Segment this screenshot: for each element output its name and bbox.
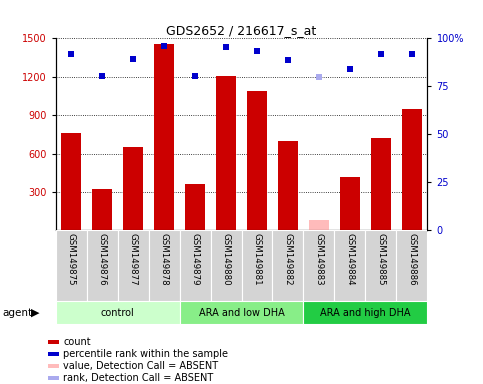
Text: ARA and high DHA: ARA and high DHA xyxy=(320,308,411,318)
Bar xyxy=(92,189,112,230)
Bar xyxy=(303,230,334,301)
Text: value, Detection Call = ABSENT: value, Detection Call = ABSENT xyxy=(63,361,218,371)
Bar xyxy=(309,220,329,230)
Bar xyxy=(278,141,298,230)
Text: GSM149879: GSM149879 xyxy=(190,233,199,285)
Text: count: count xyxy=(63,337,91,347)
Bar xyxy=(61,133,81,230)
Bar xyxy=(340,177,360,230)
Bar xyxy=(371,138,391,230)
Bar xyxy=(211,230,242,301)
Text: ▶: ▶ xyxy=(30,308,39,318)
Bar xyxy=(48,340,59,344)
Text: GSM149878: GSM149878 xyxy=(159,233,169,285)
Text: ARA and low DHA: ARA and low DHA xyxy=(199,308,284,318)
Bar xyxy=(180,301,303,324)
Bar xyxy=(149,230,180,301)
Bar xyxy=(48,376,59,380)
Bar xyxy=(56,230,86,301)
Bar xyxy=(185,184,205,230)
Text: GSM149881: GSM149881 xyxy=(253,233,261,285)
Bar xyxy=(402,109,422,230)
Text: percentile rank within the sample: percentile rank within the sample xyxy=(63,349,228,359)
Bar xyxy=(272,230,303,301)
Text: GSM149886: GSM149886 xyxy=(408,233,416,285)
Bar xyxy=(48,364,59,368)
Bar xyxy=(154,43,174,230)
Title: GDS2652 / 216617_s_at: GDS2652 / 216617_s_at xyxy=(166,24,317,37)
Bar xyxy=(117,230,149,301)
Text: GSM149876: GSM149876 xyxy=(98,233,107,285)
Text: agent: agent xyxy=(2,308,32,318)
Bar xyxy=(247,91,267,230)
Bar xyxy=(180,230,211,301)
Bar xyxy=(86,230,117,301)
Bar xyxy=(56,301,180,324)
Text: GSM149885: GSM149885 xyxy=(376,233,385,285)
Bar xyxy=(123,147,143,230)
Text: GSM149880: GSM149880 xyxy=(222,233,230,285)
Bar xyxy=(397,230,427,301)
Text: GSM149875: GSM149875 xyxy=(67,233,75,285)
Text: rank, Detection Call = ABSENT: rank, Detection Call = ABSENT xyxy=(63,373,213,383)
Bar xyxy=(303,301,427,324)
Text: control: control xyxy=(100,308,134,318)
Text: GSM149882: GSM149882 xyxy=(284,233,293,285)
Bar xyxy=(366,230,397,301)
Bar xyxy=(334,230,366,301)
Text: GSM149883: GSM149883 xyxy=(314,233,324,285)
Bar xyxy=(216,76,236,230)
Text: GSM149877: GSM149877 xyxy=(128,233,138,285)
Bar xyxy=(242,230,272,301)
Text: GSM149884: GSM149884 xyxy=(345,233,355,285)
Bar xyxy=(48,352,59,356)
